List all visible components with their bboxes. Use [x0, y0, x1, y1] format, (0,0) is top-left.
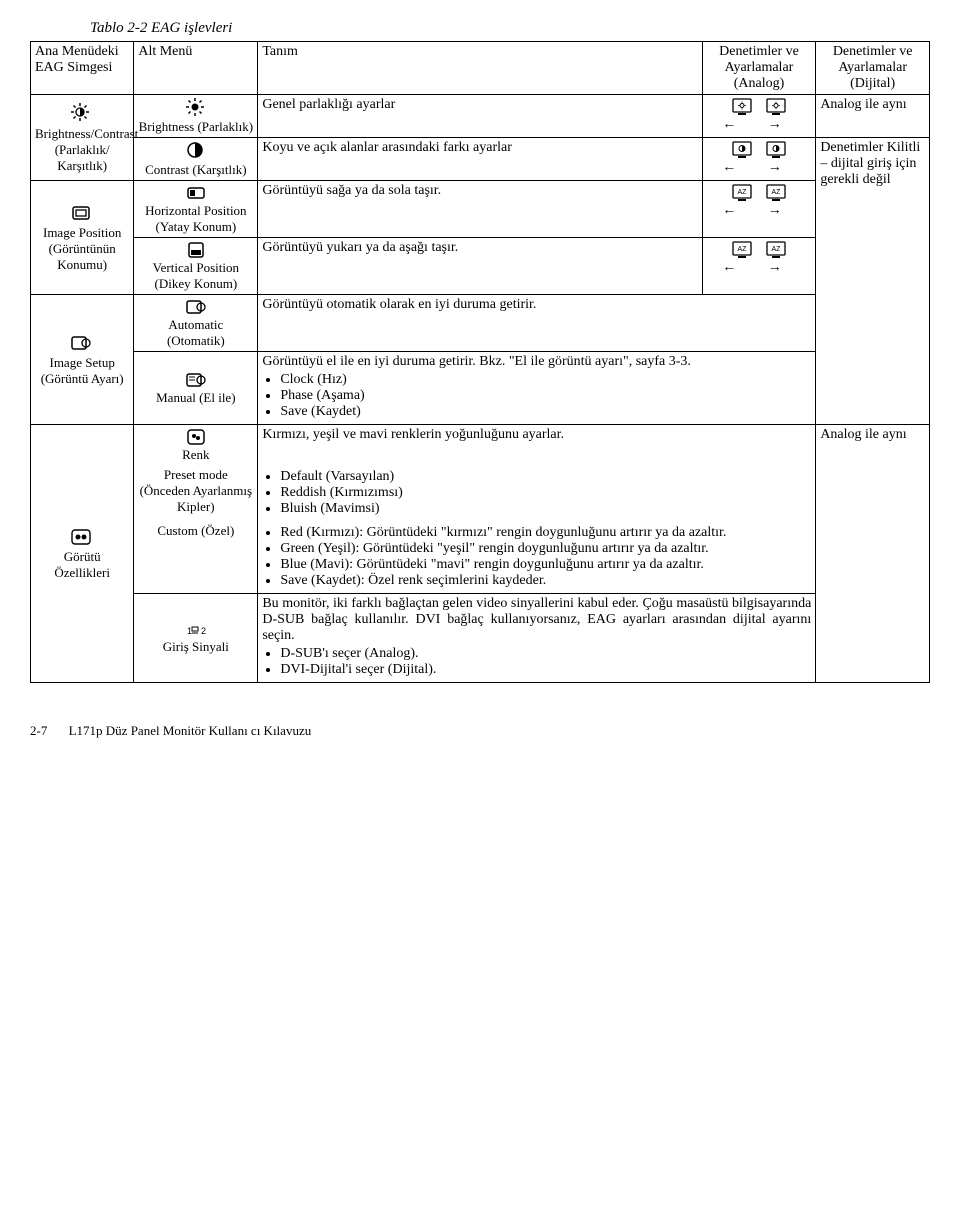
def-horizontal: Görüntüyü sağa ya da sola taşır.	[258, 181, 702, 238]
def-contrast: Koyu ve açık alanlar arasındaki farkı ay…	[258, 138, 702, 181]
th-col3: Tanım	[258, 42, 702, 95]
custom-item: Blue (Mavi): Görüntüdeki "mavi" rengin d…	[280, 557, 811, 573]
pos-h-icon	[185, 183, 207, 203]
mon-az-icon	[765, 240, 787, 260]
table-title: Tablo 2-2 EAG işlevleri	[90, 20, 930, 37]
contrast-icon	[185, 140, 207, 162]
def-custom: Red (Kırmızı): Görüntüdeki "kırmızı" ren…	[258, 521, 816, 594]
custom-item: Save (Kaydet): Özel renk seçimlerini kay…	[280, 573, 811, 589]
digital-color: Analog ile aynı	[816, 425, 930, 683]
manual-item: Clock (Hız)	[280, 372, 811, 388]
th-col4: Denetimler ve Ayarlamalar (Analog)	[702, 42, 816, 95]
th-col1: Ana Menüdeki EAG Simgesi	[31, 42, 134, 95]
main-setup: Image Setup (Görüntü Ayarı)	[31, 295, 134, 425]
input-item: D-SUB'ı seçer (Analog).	[280, 646, 811, 662]
pos-v-icon	[185, 240, 207, 260]
main-brightness-label: Brightness/Contrast (Parlaklık/ Karşıtlı…	[35, 126, 129, 174]
input-icon	[184, 621, 208, 639]
input-item: DVI-Dijital'i seçer (Dijital).	[280, 662, 811, 678]
mon-az-icon	[765, 183, 787, 203]
sun-icon	[185, 97, 207, 119]
sub-horizontal: Horizontal Position (Yatay Konum)	[134, 181, 258, 238]
footer-text: L171p Düz Panel Monitör Kullanı cı Kılav…	[69, 723, 312, 738]
sub-custom: Custom (Özel)	[134, 521, 258, 594]
sub-preset: Preset mode (Önceden Ayarlanmış Kipler)	[134, 465, 258, 521]
manual-item: Save (Kaydet)	[280, 404, 811, 420]
def-manual: Görüntüyü el ile en iyi duruma getirir. …	[258, 352, 816, 425]
page-number: 2-7	[30, 723, 47, 738]
def-brightness: Genel parlaklığı ayarlar	[258, 95, 702, 138]
def-vertical: Görüntüyü yukarı ya da aşağı taşır.	[258, 238, 702, 295]
def-input-text: Bu monitör, iki farklı bağlaçtan gelen v…	[262, 596, 811, 644]
sub-contrast: Contrast (Karşıtlık)	[134, 138, 258, 181]
mon-contrast-icon	[731, 140, 753, 160]
def-color-intro: Kırmızı, yeşil ve mavi renklerin yoğunlu…	[258, 425, 816, 466]
page-footer: 2-7 L171p Düz Panel Monitör Kullanı cı K…	[30, 723, 930, 739]
main-brightness: Brightness/Contrast (Parlaklık/ Karşıtlı…	[31, 95, 134, 181]
sub-contrast-label: Contrast (Karşıtlık)	[138, 162, 253, 178]
main-position-label: Image Position (Görüntünün Konumu)	[35, 225, 129, 273]
ctrl-horizontal: ← →	[702, 181, 816, 238]
manual-item: Phase (Aşama)	[280, 388, 811, 404]
sub-auto-label: Automatic (Otomatik)	[138, 317, 253, 349]
color-icon	[185, 427, 207, 447]
setup-icon	[70, 333, 94, 355]
eag-table: Ana Menüdeki EAG Simgesi Alt Menü Tanım …	[30, 41, 930, 683]
def-input: Bu monitör, iki farklı bağlaçtan gelen v…	[258, 594, 816, 683]
sub-manual-label: Manual (El ile)	[138, 390, 253, 406]
custom-item: Red (Kırmızı): Görüntüdeki "kırmızı" ren…	[280, 525, 811, 541]
setup-auto-icon	[185, 297, 207, 317]
sub-manual: Manual (El ile)	[134, 352, 258, 425]
def-manual-intro: Görüntüyü el ile en iyi duruma getirir. …	[262, 354, 691, 369]
sub-input-label: Giriş Sinyali	[138, 639, 253, 655]
ctrl-vertical: ← →	[702, 238, 816, 295]
preset-item: Reddish (Kırmızımsı)	[280, 485, 811, 501]
sun-half-icon	[70, 102, 94, 126]
mon-az-icon	[731, 240, 753, 260]
mon-sun-icon	[731, 97, 753, 117]
sub-vertical-label: Vertical Position (Dikey Konum)	[138, 260, 253, 292]
sub-renk: Renk	[134, 425, 258, 466]
main-setup-label: Image Setup (Görüntü Ayarı)	[35, 355, 129, 387]
custom-item: Green (Yeşil): Görüntüdeki "yeşil" rengi…	[280, 541, 811, 557]
sub-brightness: Brightness (Parlaklık)	[134, 95, 258, 138]
ctrl-contrast: ← →	[702, 138, 816, 181]
mon-contrast-icon	[765, 140, 787, 160]
th-col5: Denetimler ve Ayarlamalar (Dijital)	[816, 42, 930, 95]
def-preset: Default (Varsayılan) Reddish (Kırmızımsı…	[258, 465, 816, 521]
mon-sun-icon	[765, 97, 787, 117]
ctrl-brightness: ← →	[702, 95, 816, 138]
main-color: Görütü Özellikleri	[31, 425, 134, 683]
th-col2: Alt Menü	[134, 42, 258, 95]
sub-horizontal-label: Horizontal Position (Yatay Konum)	[138, 203, 253, 235]
def-auto: Görüntüyü otomatik olarak en iyi duruma …	[258, 295, 816, 352]
preset-item: Bluish (Mavimsi)	[280, 501, 811, 517]
preset-item: Default (Varsayılan)	[280, 469, 811, 485]
main-position: Image Position (Görüntünün Konumu)	[31, 181, 134, 295]
mon-az-icon	[731, 183, 753, 203]
main-color-label: Görütü Özellikleri	[35, 549, 129, 581]
setup-manual-icon	[185, 370, 207, 390]
position-icon	[70, 203, 94, 225]
digital-locked: Denetimler Kilitli – dijital giriş için …	[816, 138, 930, 425]
sub-renk-label: Renk	[138, 447, 253, 463]
gear-icon	[70, 527, 94, 549]
sub-vertical: Vertical Position (Dikey Konum)	[134, 238, 258, 295]
sub-input: Giriş Sinyali	[134, 594, 258, 683]
digital-brightness: Analog ile aynı	[816, 95, 930, 138]
sub-auto: Automatic (Otomatik)	[134, 295, 258, 352]
sub-brightness-label: Brightness (Parlaklık)	[138, 119, 253, 135]
